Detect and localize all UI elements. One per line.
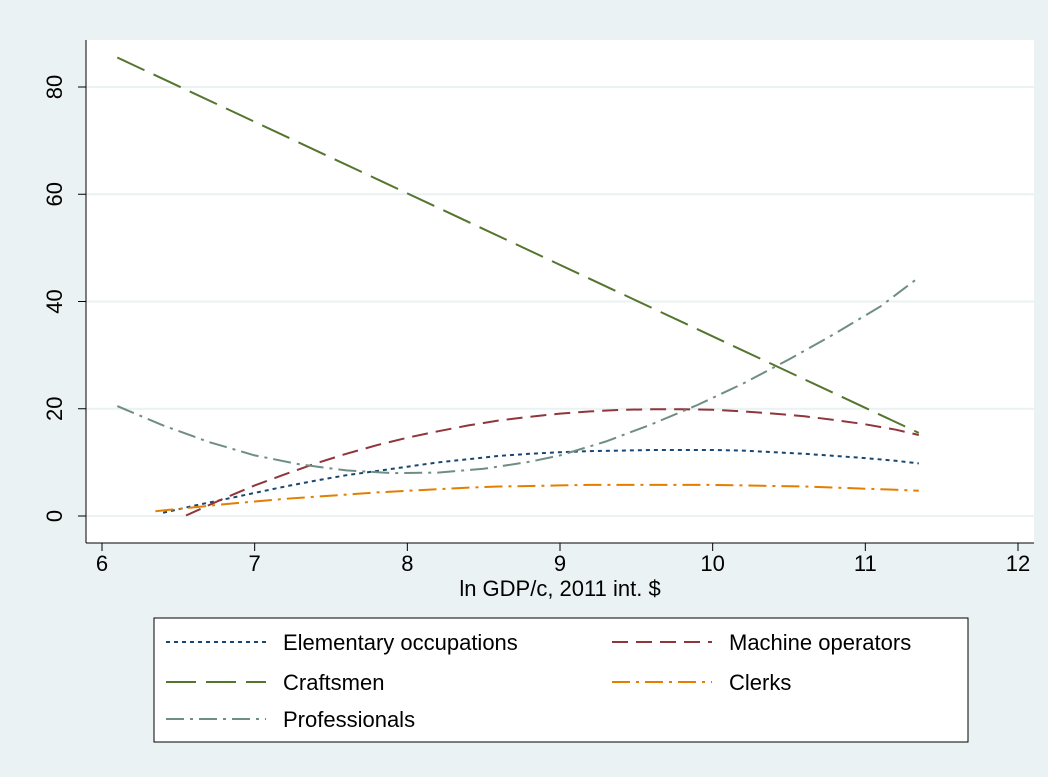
y-tick-label: 20 [42,397,67,421]
series-line-elementary-occupations [162,449,919,514]
y-tick-label: 80 [42,75,67,99]
y-tick-label: 60 [42,182,67,206]
x-tick-label: 12 [1006,551,1030,576]
series-line-professionals [116,276,920,475]
legend-label-elementary-occupations: Elementary occupations [283,630,518,655]
axis-ticks: 0 20 40 60 80 6 7 8 9 10 11 12 [42,75,1030,576]
series-line-machine-operators [185,408,920,517]
x-tick-label: 6 [96,551,108,576]
plot-area [86,40,1034,543]
legend-box [153,617,969,743]
series-line-clerks [155,483,919,513]
x-tick-label: 9 [554,551,566,576]
x-tick-label: 11 [854,551,877,576]
legend-label-craftsmen: Craftsmen [283,670,384,695]
legend-label-clerks: Clerks [729,670,791,695]
x-tick-label: 8 [401,551,413,576]
legend-label-professionals: Professionals [283,707,415,732]
legend: Elementary occupations Machine operators C… [153,617,969,743]
x-axis-title: ln GDP/c, 2011 int. $ [459,576,660,601]
y-tick-label: 40 [42,289,67,313]
series-line-craftsmen [116,56,920,434]
x-tick-label: 7 [249,551,261,576]
series-lines [116,56,920,517]
grid-lines [86,86,1034,517]
legend-label-machine-operators: Machine operators [729,630,911,655]
y-tick-label: 0 [42,510,67,522]
x-tick-label: 10 [700,551,724,576]
